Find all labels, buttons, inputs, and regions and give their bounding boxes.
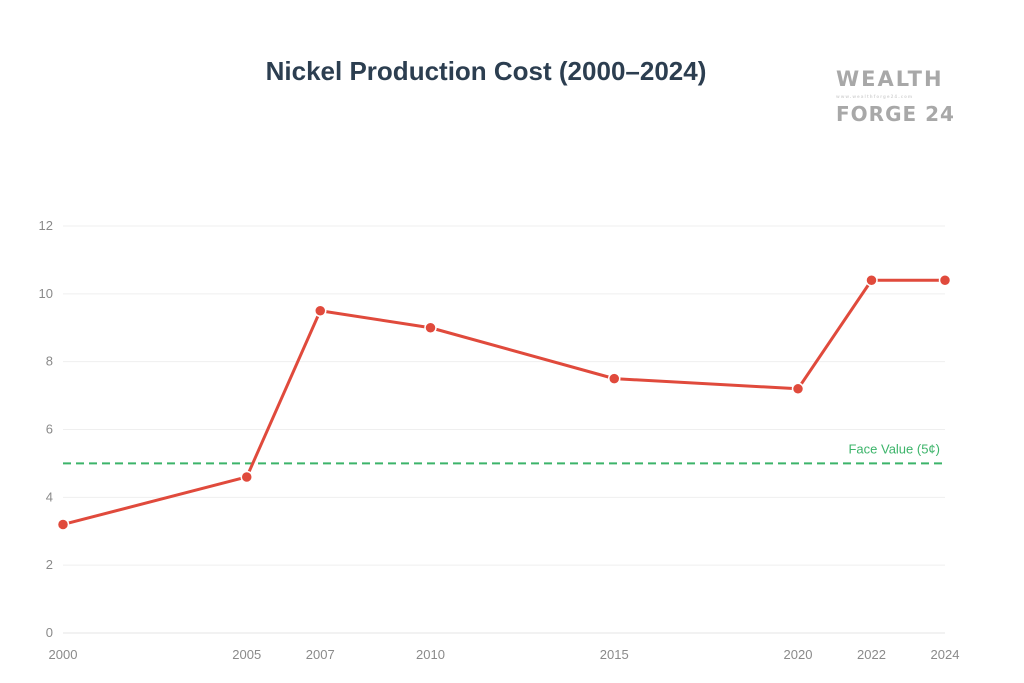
x-axis-ticks: 2000 2005 2007 2010 2015 2020 2022 2024 — [49, 647, 960, 662]
brand-logo-tagline: www.wealthforge24.com — [836, 94, 913, 99]
face-value-label: Face Value (5¢) — [848, 441, 940, 456]
brand-logo-line1: WEALTH — [836, 67, 944, 91]
y-axis-ticks: 0 2 4 6 8 10 12 — [39, 218, 53, 640]
reference-lines: Face Value (5¢) — [63, 441, 945, 465]
data-point-2015[interactable] — [608, 372, 621, 385]
data-point-2010[interactable] — [424, 321, 437, 334]
y-tick-label: 6 — [46, 422, 53, 437]
y-tick-label: 0 — [46, 625, 53, 640]
chart-title: Nickel Production Cost (2000–2024) — [265, 56, 707, 86]
brand-logo-line2: FORGE 24 — [836, 102, 955, 126]
data-point-2022[interactable] — [865, 274, 878, 287]
x-tick-label: 2020 — [784, 647, 813, 662]
x-tick-label: 2015 — [600, 647, 629, 662]
grid-lines — [63, 225, 945, 634]
y-tick-label: 4 — [46, 489, 53, 504]
data-point-2007[interactable] — [314, 304, 327, 318]
series-line — [61, 278, 947, 526]
x-tick-label: 2024 — [931, 647, 960, 662]
data-point-2020[interactable] — [791, 382, 805, 396]
data-point-2000[interactable] — [56, 518, 70, 531]
x-tick-label: 2022 — [857, 647, 886, 662]
data-point-2024[interactable] — [938, 274, 952, 287]
x-tick-label: 2010 — [416, 647, 445, 662]
brand-logo: WEALTH www.wealthforge24.com FORGE 24 — [836, 66, 960, 126]
y-tick-label: 10 — [39, 286, 53, 301]
data-series — [56, 274, 952, 531]
y-tick-label: 8 — [46, 354, 53, 369]
y-tick-label: 2 — [46, 557, 53, 572]
x-tick-label: 2000 — [49, 647, 78, 662]
x-tick-label: 2005 — [232, 647, 261, 662]
x-tick-label: 2007 — [306, 647, 335, 662]
y-tick-label: 12 — [39, 218, 53, 233]
data-point-2005[interactable] — [240, 470, 253, 484]
